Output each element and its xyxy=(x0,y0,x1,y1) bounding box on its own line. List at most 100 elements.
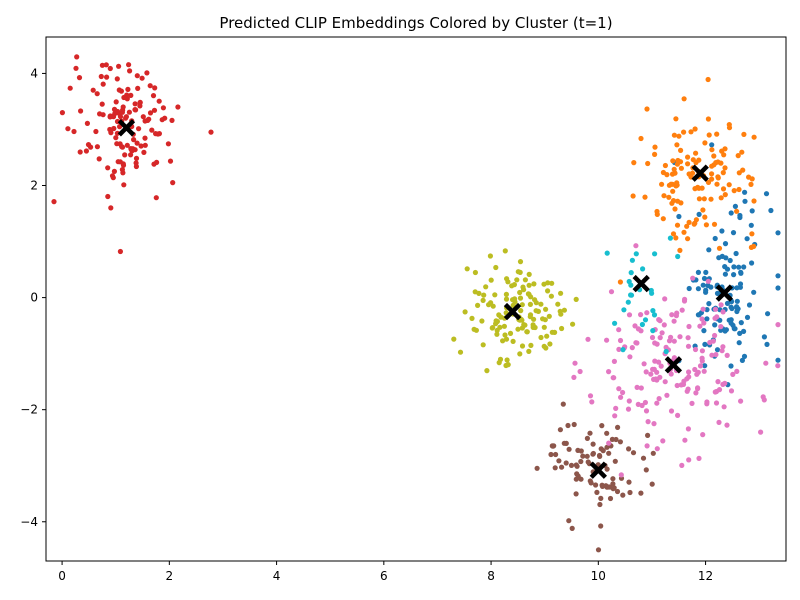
scatter-point-cluster-5 xyxy=(561,307,568,313)
scatter-point-cluster-3 xyxy=(552,465,558,471)
scatter-point-cluster-2 xyxy=(116,63,122,69)
scatter-point-cluster-0 xyxy=(695,286,702,292)
scatter-point-cluster-4 xyxy=(660,438,666,444)
scatter-point-cluster-4 xyxy=(685,335,691,341)
scatter-point-cluster-4 xyxy=(671,338,677,344)
scatter-point-cluster-2 xyxy=(142,118,148,124)
scatter-point-cluster-5 xyxy=(521,322,527,328)
centroid-marker-3 xyxy=(632,274,650,293)
scatter-point-cluster-0 xyxy=(716,255,722,261)
scatter-point-cluster-0 xyxy=(731,264,737,270)
scatter-point-cluster-1 xyxy=(673,235,679,241)
scatter-point-cluster-1 xyxy=(666,182,673,188)
scatter-point-cluster-4 xyxy=(685,343,692,349)
scatter-point-cluster-4 xyxy=(705,278,711,284)
scatter-point-cluster-6 xyxy=(640,266,646,272)
scatter-point-cluster-3 xyxy=(649,481,655,487)
scatter-point-cluster-1 xyxy=(722,192,728,198)
scatter-point-cluster-5 xyxy=(480,342,486,348)
scatter-point-cluster-4 xyxy=(738,398,744,404)
scatter-point-cluster-1 xyxy=(751,198,757,204)
scatter-point-cluster-4 xyxy=(611,358,618,364)
scatter-point-cluster-0 xyxy=(768,207,774,214)
scatter-point-cluster-3 xyxy=(565,422,571,429)
scatter-point-cluster-2 xyxy=(144,70,150,76)
scatter-point-cluster-1 xyxy=(693,150,699,156)
scatter-point-cluster-2 xyxy=(131,137,137,143)
scatter-point-cluster-4 xyxy=(634,384,640,390)
scatter-point-cluster-3 xyxy=(575,473,581,479)
centroid-marker-1 xyxy=(691,164,709,182)
scatter-point-cluster-4 xyxy=(714,314,720,320)
scatter-point-cluster-0 xyxy=(734,298,740,304)
scatter-point-cluster-1 xyxy=(748,181,754,187)
scatter-point-cluster-5 xyxy=(505,279,511,285)
scatter-point-cluster-4 xyxy=(611,375,617,381)
scatter-point-cluster-4 xyxy=(712,389,718,395)
y-tick-label: 2 xyxy=(30,179,38,193)
scatter-point-cluster-3 xyxy=(627,489,633,496)
x-tick-label: 4 xyxy=(273,569,281,583)
scatter-point-cluster-3 xyxy=(626,446,632,452)
scatter-point-cluster-3 xyxy=(612,458,618,464)
scatter-point-cluster-0 xyxy=(728,210,734,216)
scatter-point-cluster-2 xyxy=(108,205,114,211)
scatter-point-cluster-2 xyxy=(175,104,181,110)
scatter-point-cluster-4 xyxy=(620,389,626,396)
y-tick-label: 4 xyxy=(30,66,38,80)
scatter-point-cluster-0 xyxy=(728,320,734,326)
scatter-point-cluster-4 xyxy=(674,382,680,389)
scatter-point-cluster-2 xyxy=(118,88,124,94)
plot-area xyxy=(51,54,781,553)
scatter-point-cluster-2 xyxy=(113,135,119,141)
scatter-point-cluster-2 xyxy=(139,75,145,81)
scatter-point-cluster-4 xyxy=(668,371,674,377)
scatter-point-cluster-6 xyxy=(625,299,631,305)
scatter-point-cluster-2 xyxy=(169,117,175,123)
scatter-point-cluster-1 xyxy=(714,181,720,187)
scatter-point-cluster-3 xyxy=(599,482,605,488)
scatter-point-cluster-5 xyxy=(535,308,542,314)
scatter-point-cluster-5 xyxy=(514,277,520,283)
scatter-point-cluster-6 xyxy=(650,308,656,314)
scatter-point-cluster-2 xyxy=(142,142,148,148)
x-tick-label: 6 xyxy=(380,569,388,583)
scatter-point-cluster-5 xyxy=(522,277,529,283)
scatter-point-cluster-3 xyxy=(587,430,593,436)
scatter-point-cluster-5 xyxy=(484,368,490,374)
scatter-point-cluster-4 xyxy=(674,310,680,316)
scatter-point-cluster-2 xyxy=(100,81,106,87)
scatter-point-cluster-4 xyxy=(686,369,692,375)
scatter-point-cluster-3 xyxy=(584,435,591,441)
scatter-point-cluster-3 xyxy=(597,453,603,459)
scatter-point-cluster-6 xyxy=(628,292,634,298)
scatter-point-cluster-4 xyxy=(701,320,707,326)
scatter-point-cluster-1 xyxy=(681,229,687,235)
scatter-point-cluster-1 xyxy=(714,131,720,137)
scatter-point-cluster-0 xyxy=(742,198,748,204)
scatter-point-cluster-4 xyxy=(604,337,610,343)
scatter-point-cluster-0 xyxy=(722,271,729,277)
scatter-point-cluster-1 xyxy=(677,247,683,253)
scatter-point-cluster-0 xyxy=(746,302,753,308)
scatter-point-cluster-6 xyxy=(663,348,669,355)
scatter-point-cluster-3 xyxy=(613,436,619,443)
scatter-point-cluster-2 xyxy=(133,163,139,170)
scatter-point-cluster-2 xyxy=(153,131,159,137)
scatter-point-cluster-1 xyxy=(703,222,710,228)
scatter-point-cluster-5 xyxy=(498,314,504,320)
scatter-point-cluster-4 xyxy=(645,419,651,425)
scatter-point-cluster-4 xyxy=(662,296,668,302)
scatter-point-cluster-1 xyxy=(705,116,712,122)
scatter-point-cluster-3 xyxy=(614,488,621,495)
scatter-point-cluster-4 xyxy=(649,334,656,341)
scatter-point-cluster-4 xyxy=(686,323,692,330)
scatter-point-cluster-5 xyxy=(487,253,493,259)
scatter-point-cluster-4 xyxy=(761,397,767,403)
scatter-point-cluster-2 xyxy=(127,68,133,74)
scatter-point-cluster-4 xyxy=(681,378,687,384)
scatter-point-cluster-5 xyxy=(510,338,516,344)
scatter-point-cluster-1 xyxy=(674,222,681,228)
scatter-point-cluster-5 xyxy=(541,281,547,287)
scatter-point-cluster-0 xyxy=(724,300,731,306)
